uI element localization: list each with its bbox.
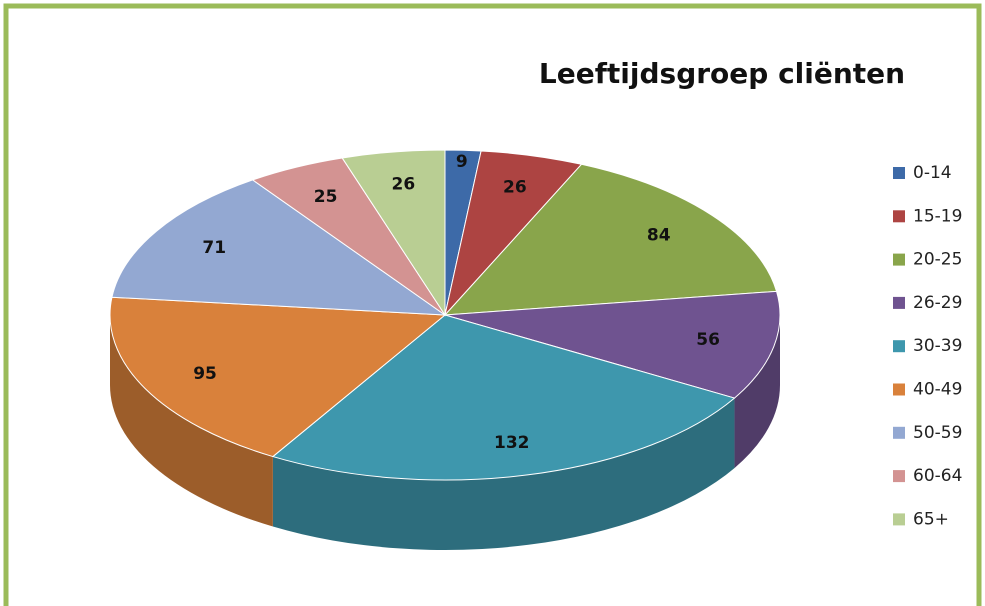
legend-swatch [893, 470, 905, 483]
chart-title: Leeftijdsgroep cliënten [539, 57, 905, 90]
data-label: 132 [494, 433, 530, 453]
data-label: 26 [503, 178, 527, 198]
slice [341, 149, 446, 317]
data-label: 9 [456, 152, 468, 172]
slice-side [272, 398, 735, 550]
legend-swatch [893, 383, 905, 396]
legend-label: 60-64 [913, 466, 962, 486]
slice [271, 314, 736, 481]
slice [109, 296, 447, 458]
data-label: 84 [647, 225, 671, 245]
legend-label: 26-29 [913, 293, 962, 313]
frame [3, 3, 982, 606]
data-label: 71 [202, 238, 226, 258]
legend-swatch [893, 296, 905, 309]
data-label: 95 [193, 364, 217, 384]
legend-label: 50-59 [913, 423, 962, 443]
legend-label: 20-25 [913, 250, 962, 270]
legend-label: 65+ [913, 509, 949, 529]
legend-swatch [893, 513, 905, 526]
data-label: 25 [314, 187, 338, 207]
legend-swatch [893, 167, 905, 179]
legend-swatch [893, 340, 905, 353]
legend-label: 0-14 [913, 163, 952, 183]
slice-side [110, 315, 273, 527]
slice-side [734, 315, 780, 469]
slice [444, 290, 781, 399]
legend-label: 15-19 [913, 206, 962, 226]
legend-swatch [893, 253, 905, 266]
legend-swatch [893, 426, 905, 439]
data-label: 26 [392, 175, 416, 195]
slice [111, 179, 447, 316]
data-label: 56 [696, 330, 720, 350]
legend-label: 40-49 [913, 380, 962, 400]
legend-swatch [893, 210, 905, 223]
slice [443, 163, 778, 316]
legend-label: 30-39 [913, 336, 962, 356]
